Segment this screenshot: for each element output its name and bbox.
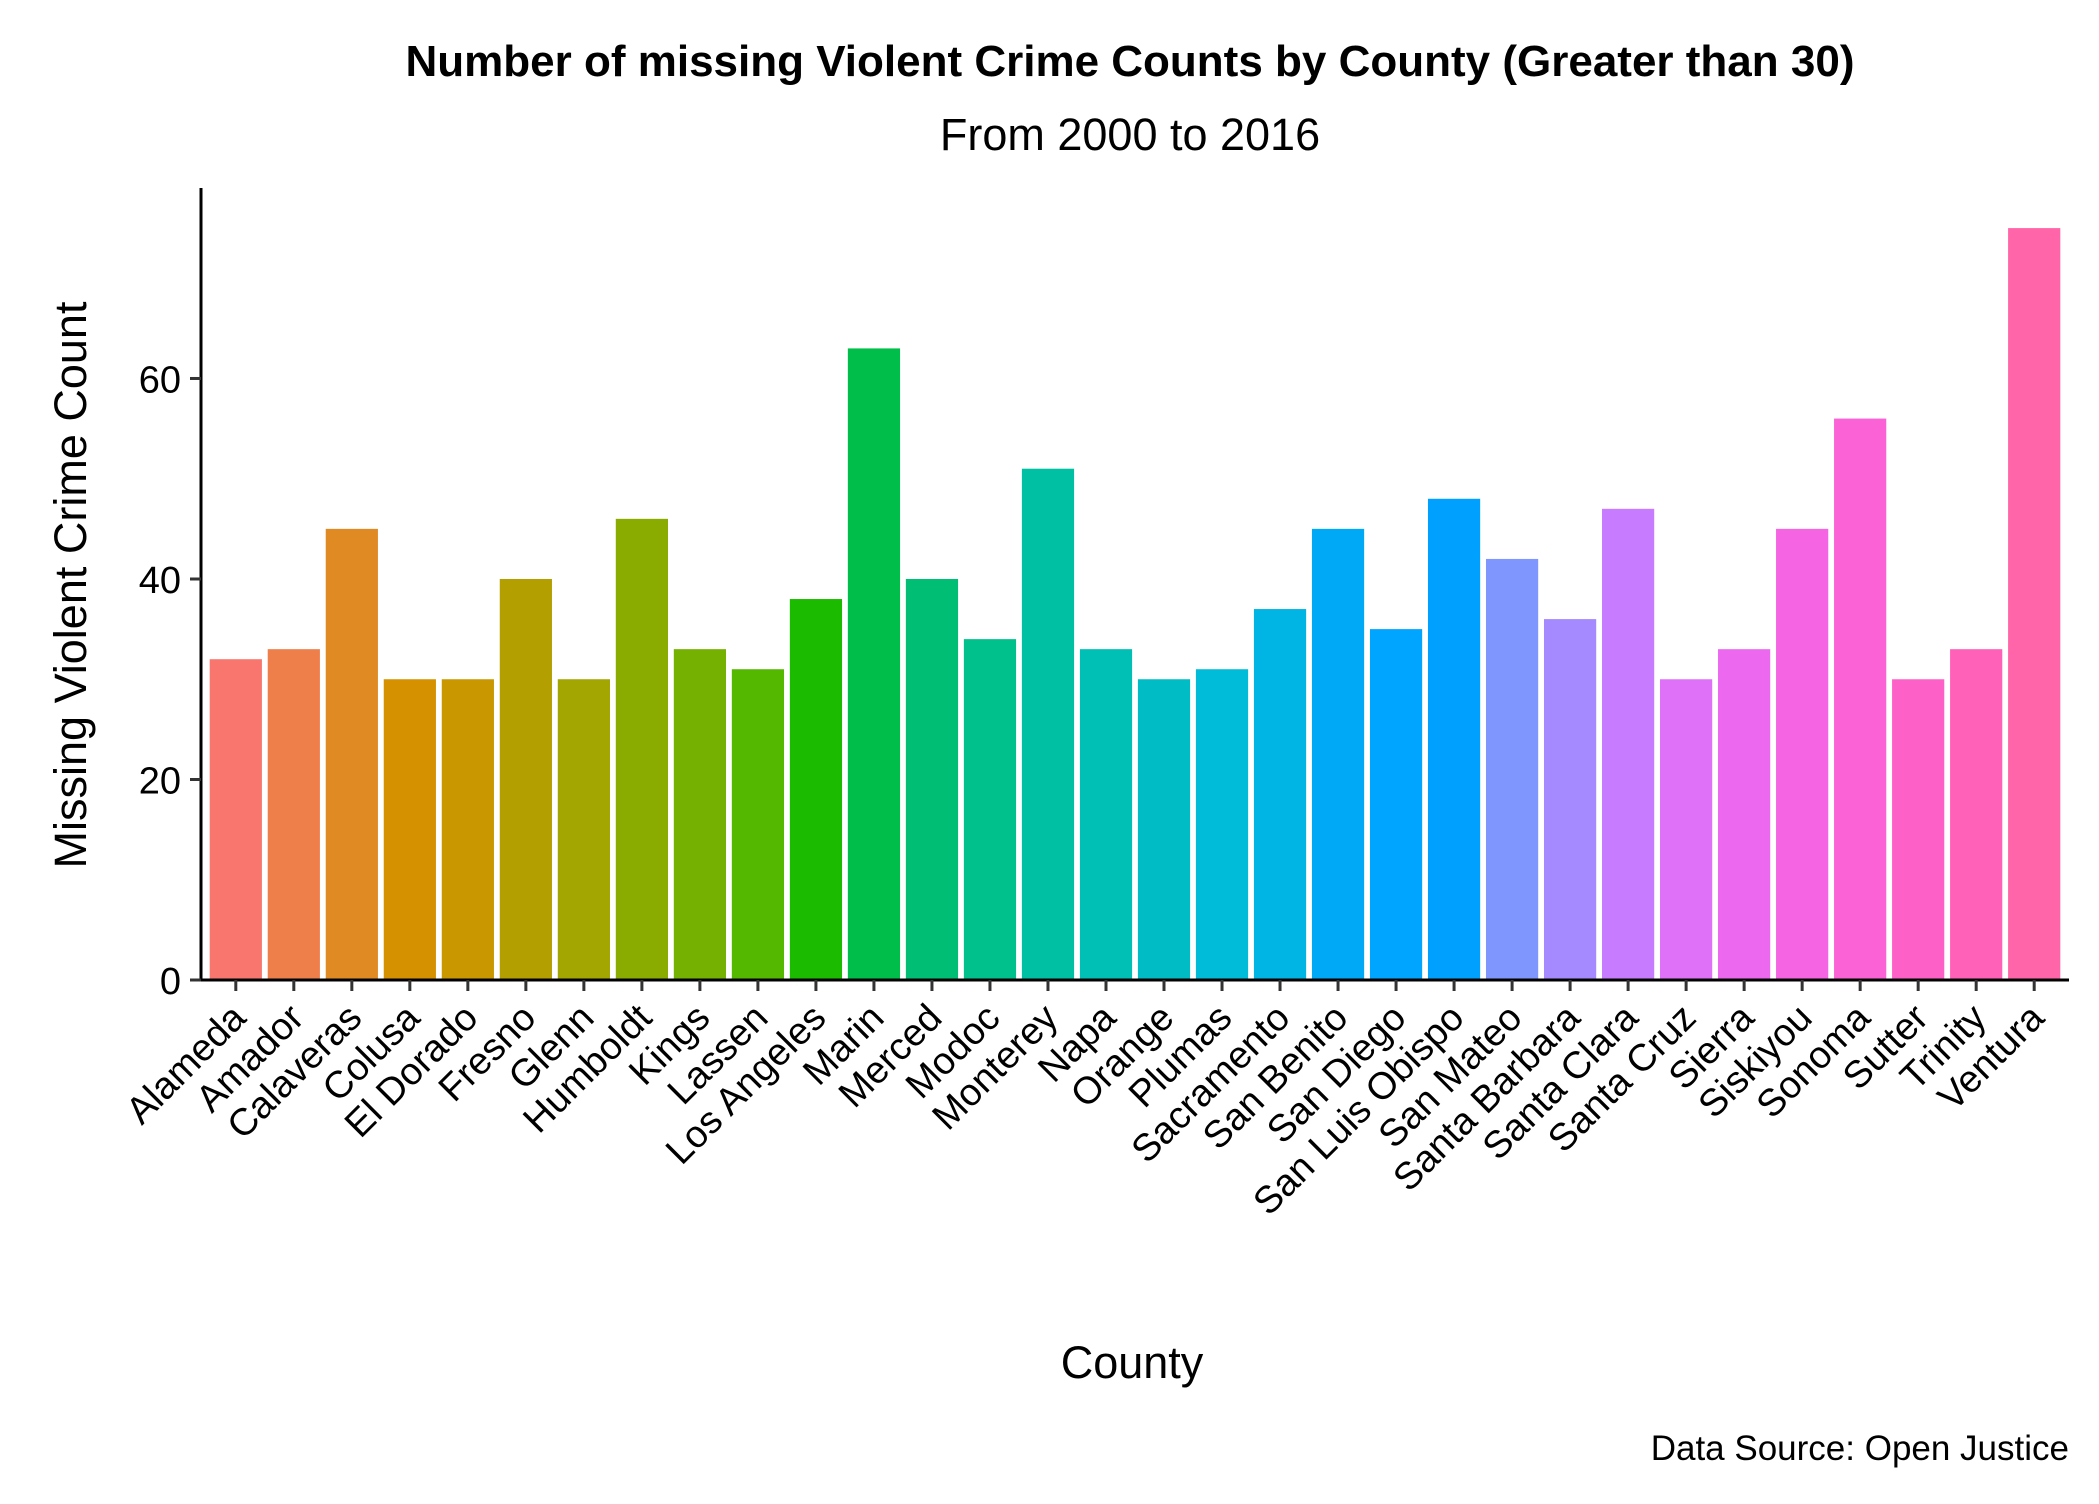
bar-marin bbox=[847, 348, 901, 980]
bar-alameda bbox=[209, 659, 262, 980]
bar-el-dorado bbox=[441, 679, 494, 980]
y-tick-label-40: 40 bbox=[139, 560, 181, 602]
bar-fresno bbox=[499, 578, 552, 980]
bar-san-luis-obispo bbox=[1427, 498, 1481, 980]
caption: Data Source: Open Justice bbox=[1651, 1429, 2069, 1468]
bar-san-benito bbox=[1311, 528, 1365, 980]
y-tick-label-0: 0 bbox=[160, 961, 181, 1003]
bar-trinity bbox=[1950, 649, 2003, 980]
y-tick-label-60: 60 bbox=[139, 359, 181, 401]
y-axis-label: Missing Violent Crime Count bbox=[45, 301, 96, 868]
bar-monterey bbox=[1021, 468, 1075, 980]
bar-san-diego bbox=[1369, 629, 1423, 980]
bar-calaveras bbox=[325, 528, 378, 980]
bar-merced bbox=[905, 578, 959, 980]
bar-napa bbox=[1079, 649, 1133, 980]
bar-sonoma bbox=[1834, 418, 1887, 981]
bar-sierra bbox=[1718, 649, 1771, 980]
bar-sacramento bbox=[1253, 609, 1307, 980]
bar-santa-cruz bbox=[1660, 679, 1713, 980]
bar-ventura bbox=[2008, 228, 2061, 981]
bar-modoc bbox=[963, 639, 1017, 980]
chart-subtitle: From 2000 to 2016 bbox=[940, 109, 1320, 160]
bar-santa-barbara bbox=[1543, 619, 1597, 980]
y-tick-label-20: 20 bbox=[139, 760, 181, 802]
bar-orange bbox=[1137, 679, 1191, 980]
bar-humboldt bbox=[615, 518, 668, 980]
bar-siskiyou bbox=[1776, 528, 1829, 980]
bar-glenn bbox=[557, 679, 610, 980]
bar-kings bbox=[673, 649, 727, 980]
bar-lassen bbox=[731, 669, 785, 980]
bar-santa-clara bbox=[1602, 508, 1655, 980]
bar-plumas bbox=[1195, 669, 1249, 980]
x-axis-label: County bbox=[1061, 1337, 1204, 1388]
bar-sutter bbox=[1892, 679, 1945, 980]
bar-amador bbox=[267, 649, 320, 980]
bar-los-angeles bbox=[789, 599, 843, 980]
chart-title: Number of missing Violent Crime Counts b… bbox=[406, 37, 1855, 86]
bar-san-mateo bbox=[1485, 558, 1539, 980]
bar-colusa bbox=[383, 679, 436, 980]
